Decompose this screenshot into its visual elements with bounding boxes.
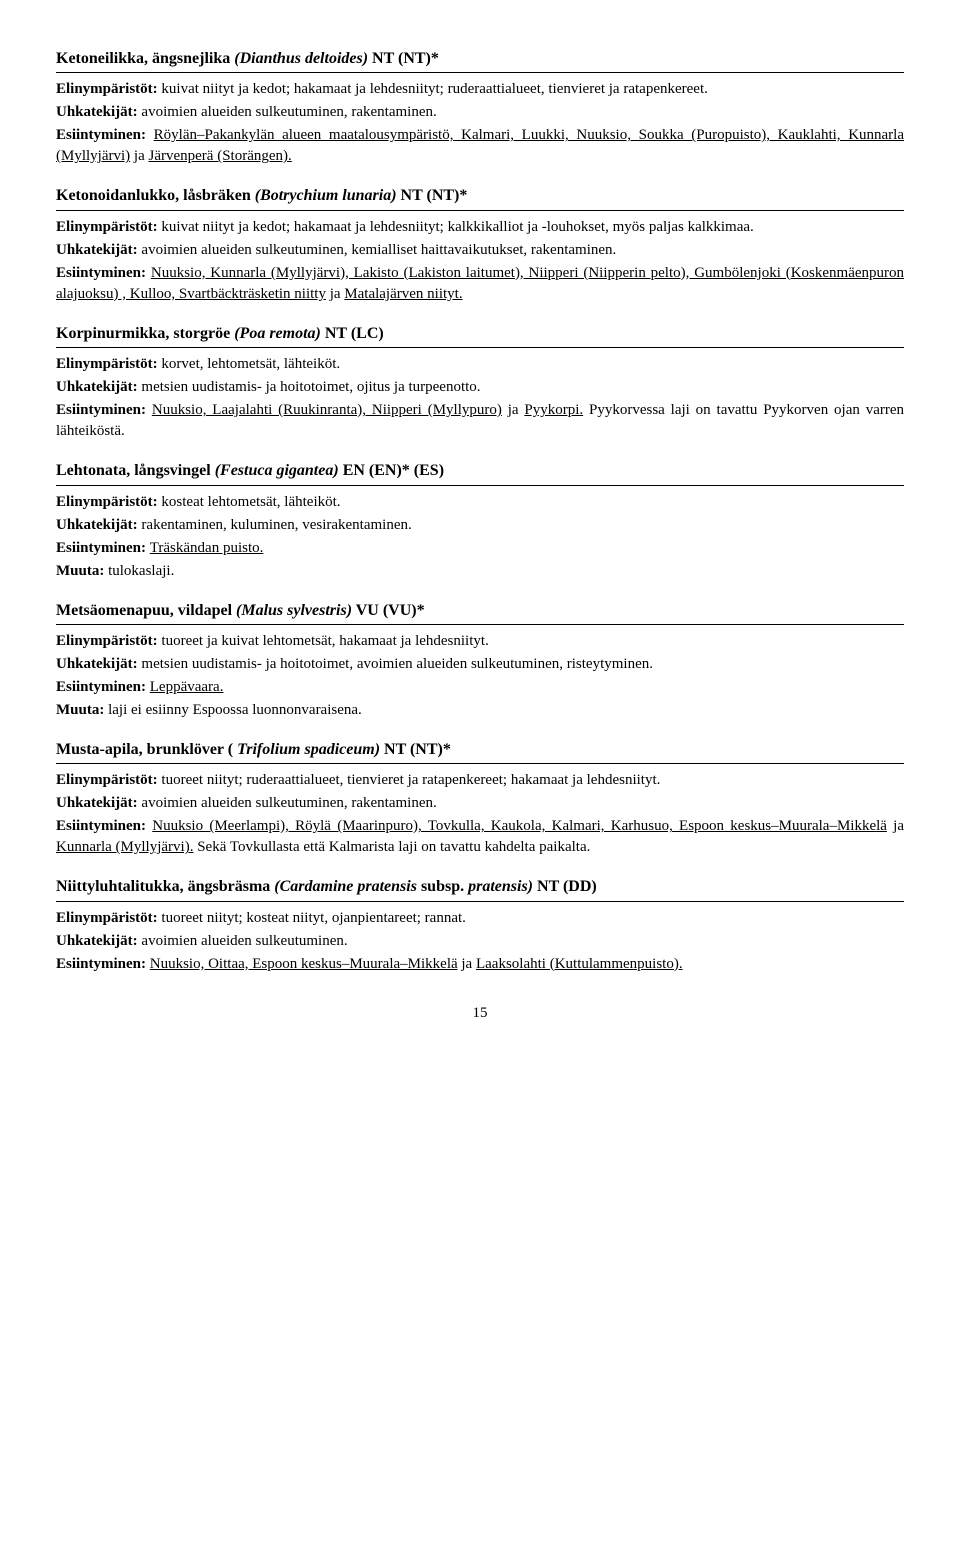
species-title: Niittyluhtalitukka, ängsbräsma (Cardamin… bbox=[56, 876, 904, 898]
habitat-line: Elinympäristöt: kuivat niityt ja kedot; … bbox=[56, 79, 904, 100]
threats-line: Uhkatekijät: avoimien alueiden sulkeutum… bbox=[56, 931, 904, 952]
habitat-line: Elinympäristöt: korvet, lehtometsät, läh… bbox=[56, 354, 904, 375]
other-line: Muuta: laji ei esiinny Espoossa luonnonv… bbox=[56, 700, 904, 721]
species-block: Ketonoidanlukko, låsbräken (Botrychium l… bbox=[56, 185, 904, 304]
habitat-line: Elinympäristöt: tuoreet niityt; ruderaat… bbox=[56, 770, 904, 791]
occurrence-line: Esiintyminen: Leppävaara. bbox=[56, 677, 904, 698]
separator bbox=[56, 210, 904, 211]
threats-line: Uhkatekijät: avoimien alueiden sulkeutum… bbox=[56, 240, 904, 261]
page-number: 15 bbox=[56, 1003, 904, 1024]
separator bbox=[56, 901, 904, 902]
habitat-line: Elinympäristöt: tuoreet ja kuivat lehtom… bbox=[56, 631, 904, 652]
other-line: Muuta: tulokaslaji. bbox=[56, 561, 904, 582]
occurrence-line: Esiintyminen: Nuuksio, Laajalahti (Ruuki… bbox=[56, 400, 904, 442]
separator bbox=[56, 763, 904, 764]
species-block: Korpinurmikka, storgröe (Poa remota) NT … bbox=[56, 323, 904, 442]
separator bbox=[56, 624, 904, 625]
threats-line: Uhkatekijät: metsien uudistamis- ja hoit… bbox=[56, 377, 904, 398]
threats-line: Uhkatekijät: rakentaminen, kuluminen, ve… bbox=[56, 515, 904, 536]
species-block: Ketoneilikka, ängsnejlika (Dianthus delt… bbox=[56, 48, 904, 167]
occurrence-line: Esiintyminen: Röylän–Pakankylän alueen m… bbox=[56, 125, 904, 167]
occurrence-line: Esiintyminen: Nuuksio, Oittaa, Espoon ke… bbox=[56, 954, 904, 975]
separator bbox=[56, 347, 904, 348]
occurrence-line: Esiintyminen: Nuuksio (Meerlampi), Röylä… bbox=[56, 816, 904, 858]
threats-line: Uhkatekijät: avoimien alueiden sulkeutum… bbox=[56, 102, 904, 123]
separator bbox=[56, 72, 904, 73]
occurrence-line: Esiintyminen: Nuuksio, Kunnarla (Myllyjä… bbox=[56, 263, 904, 305]
threats-line: Uhkatekijät: avoimien alueiden sulkeutum… bbox=[56, 793, 904, 814]
habitat-line: Elinympäristöt: kosteat lehtometsät, läh… bbox=[56, 492, 904, 513]
species-title: Musta-apila, brunklöver ( Trifolium spad… bbox=[56, 739, 904, 761]
occurrence-line: Esiintyminen: Träskändan puisto. bbox=[56, 538, 904, 559]
species-title: Metsäomenapuu, vildapel (Malus sylvestri… bbox=[56, 600, 904, 622]
species-title: Korpinurmikka, storgröe (Poa remota) NT … bbox=[56, 323, 904, 345]
separator bbox=[56, 485, 904, 486]
habitat-line: Elinympäristöt: tuoreet niityt; kosteat … bbox=[56, 908, 904, 929]
species-block: Lehtonata, långsvingel (Festuca gigantea… bbox=[56, 460, 904, 581]
species-block: Musta-apila, brunklöver ( Trifolium spad… bbox=[56, 739, 904, 858]
species-block: Metsäomenapuu, vildapel (Malus sylvestri… bbox=[56, 600, 904, 721]
species-title: Ketonoidanlukko, låsbräken (Botrychium l… bbox=[56, 185, 904, 207]
species-title: Ketoneilikka, ängsnejlika (Dianthus delt… bbox=[56, 48, 904, 70]
habitat-line: Elinympäristöt: kuivat niityt ja kedot; … bbox=[56, 217, 904, 238]
species-block: Niittyluhtalitukka, ängsbräsma (Cardamin… bbox=[56, 876, 904, 974]
threats-line: Uhkatekijät: metsien uudistamis- ja hoit… bbox=[56, 654, 904, 675]
document-body: Ketoneilikka, ängsnejlika (Dianthus delt… bbox=[56, 48, 904, 975]
species-title: Lehtonata, långsvingel (Festuca gigantea… bbox=[56, 460, 904, 482]
